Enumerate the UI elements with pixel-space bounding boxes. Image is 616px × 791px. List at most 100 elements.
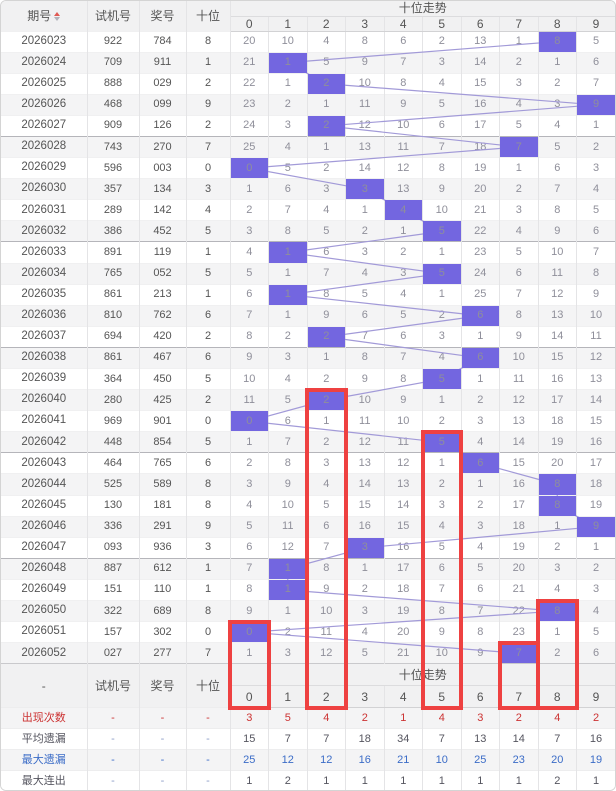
test-number-cell: 891 [87, 241, 140, 264]
miss-cell: 16 [576, 431, 615, 453]
miss-cell: 3 [538, 93, 577, 116]
test-number-cell: 468 [87, 93, 140, 116]
tens-digit-cell: 6 [186, 304, 231, 327]
test-number-cell: 596 [87, 157, 140, 179]
period-cell: 2026038 [1, 346, 88, 369]
miss-cell: 2 [307, 367, 346, 390]
sort-asc-icon[interactable] [54, 12, 61, 17]
miss-cell: 18 [538, 410, 577, 432]
miss-cell: 3 [230, 220, 269, 242]
period-cell: 2026050 [1, 600, 88, 622]
test-number-cell: 027 [87, 642, 140, 664]
miss-cell: 3 [499, 72, 539, 95]
miss-cell: 10 [538, 241, 577, 264]
tens-digit-cell: 6 [186, 346, 231, 369]
stats-row-最大遗漏: 最大遗漏 - - -25 12 12 16 21 10 25 23 20 19 [1, 749, 615, 771]
miss-cell: 1 [538, 515, 577, 538]
stats-value: 21 [384, 749, 423, 771]
miss-cell: 5 [345, 642, 385, 664]
hit-cell: 6 [461, 304, 500, 327]
miss-cell: 10 [384, 410, 423, 432]
stats-row-平均遗漏: 平均遗漏 - - -15 7 7 18 34 7 13 14 7 16 [1, 728, 615, 750]
column-header-test-number: 试机号 [87, 1, 140, 31]
miss-cell: 7 [384, 346, 423, 369]
tens-digit-cell: 4 [186, 199, 231, 221]
prize-number-cell: 181 [139, 494, 187, 517]
miss-cell: 9 [384, 93, 423, 116]
hit-cell: 1 [268, 578, 308, 601]
miss-cell: 18 [461, 135, 500, 158]
miss-cell: 7 [461, 600, 500, 622]
miss-cell: 1 [307, 346, 346, 369]
miss-cell: 8 [384, 367, 423, 390]
data-row-2026025: 2026025 888 029 2 22 1 2 10 8 4 15 3 2 7 [1, 72, 615, 95]
trend-rows: 2026023 922 784 8 20 10 4 8 6 2 13 1 8 5 2026024 709 911… [1, 30, 615, 664]
sort-desc-icon[interactable] [54, 17, 61, 22]
column-header-period[interactable]: 期号 [1, 1, 88, 31]
miss-cell: 21 [499, 578, 539, 601]
miss-cell: 6 [499, 262, 539, 285]
miss-cell: 21 [230, 51, 269, 74]
test-number-cell: 888 [87, 72, 140, 95]
miss-cell: 2 [230, 199, 269, 221]
sort-icon[interactable] [54, 12, 61, 22]
tens-digit-cell: 8 [186, 494, 231, 517]
hit-cell: 2 [307, 325, 346, 348]
stats-row-最大连出: 最大连出 - - -1 2 1 1 1 1 1 1 2 1 [1, 770, 615, 790]
miss-cell: 13 [461, 30, 500, 53]
tens-digit-cell: 1 [186, 557, 231, 580]
miss-cell: 4 [576, 178, 615, 200]
miss-cell: 22 [461, 220, 500, 242]
hit-cell: 9 [576, 515, 615, 538]
miss-cell: 1 [345, 557, 385, 580]
tens-digit-cell: 8 [186, 473, 231, 496]
miss-cell: 8 [384, 72, 423, 95]
miss-cell: 7 [307, 262, 346, 285]
miss-cell: 11 [384, 135, 423, 158]
test-number-cell: 336 [87, 515, 140, 538]
miss-cell: 13 [576, 367, 615, 390]
miss-cell: 19 [461, 157, 500, 179]
prize-number-cell: 003 [139, 157, 187, 179]
test-number-cell: 364 [87, 367, 140, 390]
stats-value: 16 [345, 749, 385, 771]
test-number-cell: 709 [87, 51, 140, 74]
tens-digit-cell: 1 [186, 51, 231, 74]
data-row-2026030: 2026030 357 134 3 1 6 3 3 13 9 20 2 7 4 [1, 178, 615, 200]
miss-cell: 5 [384, 304, 423, 327]
prize-number-cell: 134 [139, 178, 187, 200]
miss-cell: 8 [499, 304, 539, 327]
test-number-cell: 694 [87, 325, 140, 348]
miss-cell: 6 [384, 30, 423, 53]
tens-digit-cell: 0 [186, 157, 231, 179]
miss-cell: 8 [230, 325, 269, 348]
miss-cell: 4 [230, 494, 269, 517]
tens-digit-cell: 6 [186, 452, 231, 474]
test-number-cell: 765 [87, 262, 140, 285]
prize-number-cell: 270 [139, 135, 187, 158]
miss-cell: 2 [268, 325, 308, 348]
data-row-2026026: 2026026 468 099 9 23 2 1 11 9 5 16 4 3 9 [1, 93, 615, 116]
period-cell: 2026046 [1, 515, 88, 538]
miss-cell: 20 [461, 178, 500, 200]
miss-cell: 12 [576, 346, 615, 369]
miss-cell: 12 [384, 157, 423, 179]
period-cell: 2026025 [1, 72, 88, 95]
stats-value: 7 [422, 728, 462, 750]
miss-cell: 5 [499, 241, 539, 264]
test-number-cell: 093 [87, 536, 140, 559]
miss-cell: 9 [461, 642, 500, 664]
miss-cell: 9 [345, 367, 385, 390]
miss-cell: 1 [576, 536, 615, 559]
miss-cell: 6 [268, 178, 308, 200]
miss-cell: 15 [499, 452, 539, 474]
prize-number-cell: 854 [139, 431, 187, 453]
miss-cell: 10 [307, 600, 346, 622]
miss-cell: 4 [499, 93, 539, 116]
summary-header-row-top: - 试机号 奖号 十位 十位走势 [1, 663, 615, 708]
data-row-2026024: 2026024 709 911 1 21 1 5 9 7 3 14 2 1 6 [1, 51, 615, 74]
hit-cell: 1 [268, 51, 308, 74]
data-row-2026051: 2026051 157 302 0 0 2 11 4 20 9 8 23 1 5 [1, 621, 615, 643]
hit-cell: 3 [345, 536, 385, 559]
